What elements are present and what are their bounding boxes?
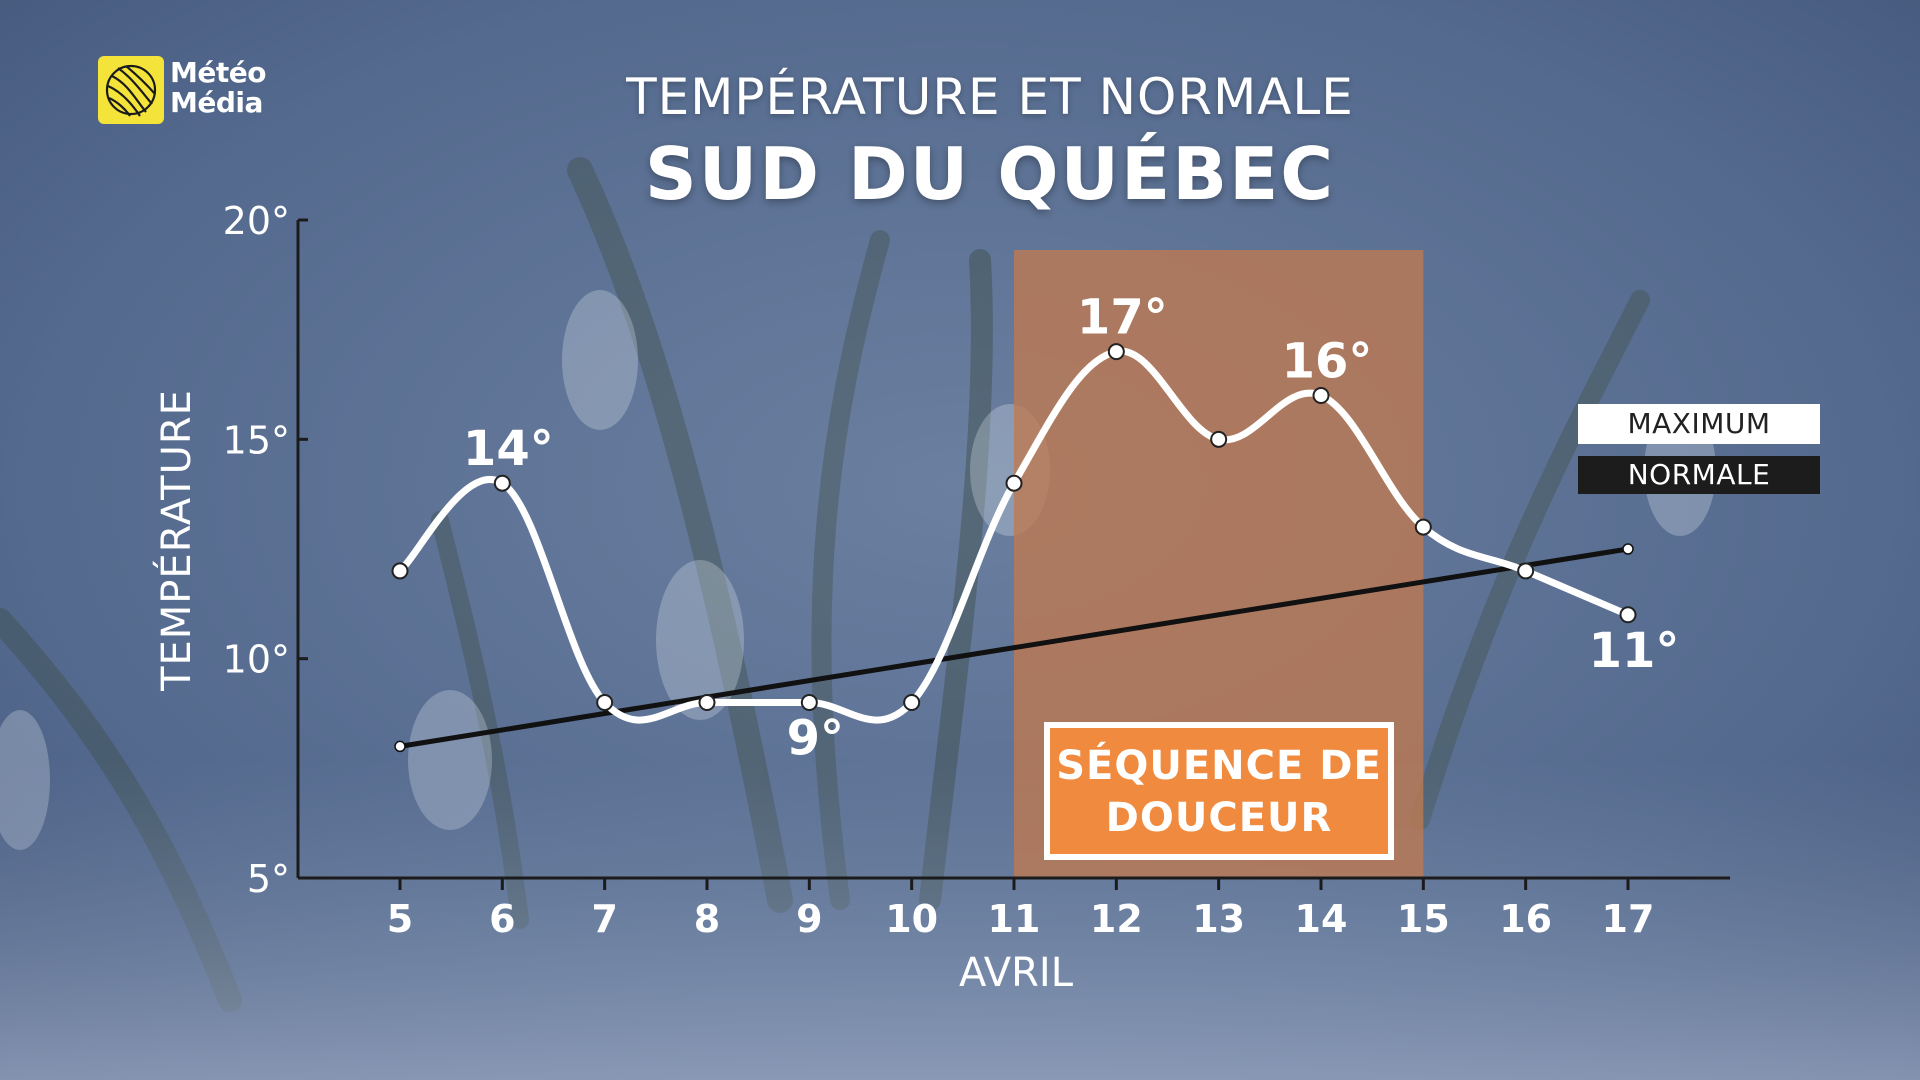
data-label: 17° [1077, 290, 1168, 346]
chart-subtitle: SUD DU QUÉBEC [644, 132, 1336, 216]
data-label: 9° [787, 711, 844, 767]
x-tick-label: 9 [796, 897, 822, 941]
callout-line-1: SÉQUENCE DE [1056, 743, 1382, 789]
series-normale [394, 543, 1634, 753]
maximum-point [493, 474, 511, 492]
x-tick-label: 11 [988, 897, 1041, 941]
normale-point [394, 740, 406, 753]
series-maximum [391, 343, 1637, 724]
x-tick-label: 15 [1397, 897, 1450, 941]
meteo-media-logo: Météo Média [98, 56, 278, 126]
maximum-point [1414, 518, 1432, 536]
x-tick-label: 6 [489, 897, 515, 941]
data-label: 11° [1589, 623, 1680, 679]
logo-wordmark: Météo Média [170, 58, 266, 118]
x-tick-label: 10 [885, 897, 938, 941]
data-label: 14° [463, 421, 554, 477]
y-tick-label: 5° [247, 857, 290, 901]
x-tick-label: 7 [591, 897, 617, 941]
x-tick-label: 13 [1192, 897, 1245, 941]
legend-normale: NORMALE [1578, 456, 1820, 494]
maximum-point [391, 562, 409, 580]
data-labels: 14° 9° 17° 16° 11° [463, 290, 1679, 767]
maximum-point [903, 694, 921, 712]
y-tick-labels: 5° 10° 15° 20° [223, 199, 290, 901]
maximum-point [800, 694, 818, 712]
maximum-point [1312, 386, 1330, 404]
chart-title: TEMPÉRATURE ET NORMALE [626, 68, 1354, 126]
data-label: 16° [1282, 333, 1373, 389]
x-tick-label: 17 [1602, 897, 1655, 941]
x-tick-label: 16 [1499, 897, 1552, 941]
maximum-point [1619, 606, 1637, 624]
normale-line [399, 546, 1629, 749]
maximum-point [596, 694, 614, 712]
y-axis-label: TEMPÉRATURE [152, 389, 200, 692]
y-tick-label: 10° [223, 638, 290, 682]
globe-icon [98, 56, 164, 124]
maximum-point [698, 694, 716, 712]
y-tick-label: 20° [223, 199, 290, 243]
x-tick-labels: 5 6 7 8 9 10 11 12 13 14 15 16 17 [387, 897, 1655, 941]
maximum-point [1005, 474, 1023, 492]
callout-line-2: DOUCEUR [1105, 795, 1333, 841]
douceur-callout: SÉQUENCE DE DOUCEUR [1044, 722, 1394, 860]
x-tick-label: 8 [694, 897, 720, 941]
logo-line-1: Météo [170, 56, 266, 89]
legend-maximum: MAXIMUM [1578, 404, 1820, 444]
normale-point [1622, 543, 1634, 555]
maximum-point [1210, 430, 1228, 448]
x-tick-label: 12 [1090, 897, 1143, 941]
y-tick-label: 15° [223, 418, 290, 462]
x-axis-label: AVRIL [959, 950, 1074, 996]
maximum-line [397, 347, 1630, 724]
x-tick-label: 5 [387, 897, 413, 941]
x-tick-label: 14 [1295, 897, 1348, 941]
maximum-point [1107, 343, 1125, 361]
chart-axes [296, 218, 1730, 890]
maximum-point [1517, 562, 1535, 580]
logo-line-2: Média [170, 86, 263, 119]
